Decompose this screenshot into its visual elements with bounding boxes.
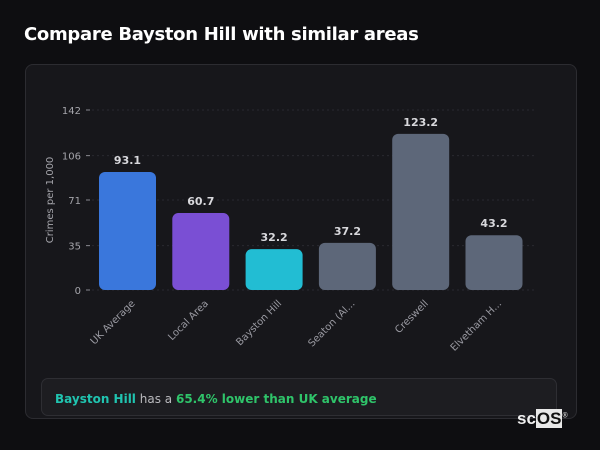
bar-seaton-al- (318, 242, 376, 290)
y-axis-label: Crimes per 1,000 (45, 157, 56, 244)
y-tick-label: 35 (68, 242, 81, 253)
bar-local-area (172, 213, 230, 290)
insight-box: Bayston Hill has a 65.4% lower than UK a… (41, 378, 557, 416)
scos-logo: scOS® (517, 409, 568, 429)
logo-reg: ® (562, 412, 568, 420)
y-tick-label: 142 (62, 106, 81, 117)
x-tick-label: UK Average (89, 298, 138, 347)
insight-area: Bayston Hill (55, 392, 136, 406)
bar-uk-average (99, 171, 156, 290)
value-label: 123.2 (403, 116, 438, 129)
x-tick-label: Elvetham H... (449, 298, 504, 353)
insight-comparison: 65.4% lower than UK average (175, 392, 377, 406)
bar-bayston-hill (245, 249, 303, 290)
page-title: Compare Bayston Hill with similar areas (24, 24, 419, 45)
x-tick-label: Seaton (Al... (306, 298, 357, 349)
y-tick-label: 71 (68, 196, 81, 207)
bar-elvetham-h- (465, 235, 523, 290)
y-tick-label: 0 (75, 286, 81, 297)
value-label: 37.2 (334, 225, 361, 238)
value-label: 43.2 (480, 217, 507, 230)
logo-os: OS (535, 409, 563, 428)
logo-sc: sc (517, 409, 536, 428)
value-label: 32.2 (261, 231, 288, 244)
x-tick-label: Bayston Hill (234, 298, 284, 348)
x-tick-label: Creswell (393, 298, 431, 336)
y-tick-label: 106 (62, 152, 81, 163)
bar-creswell (392, 133, 450, 290)
value-label: 60.7 (187, 195, 214, 208)
insight-middle: has a (139, 392, 173, 406)
x-tick-label: Local Area (166, 298, 211, 343)
value-label: 93.1 (114, 154, 141, 167)
